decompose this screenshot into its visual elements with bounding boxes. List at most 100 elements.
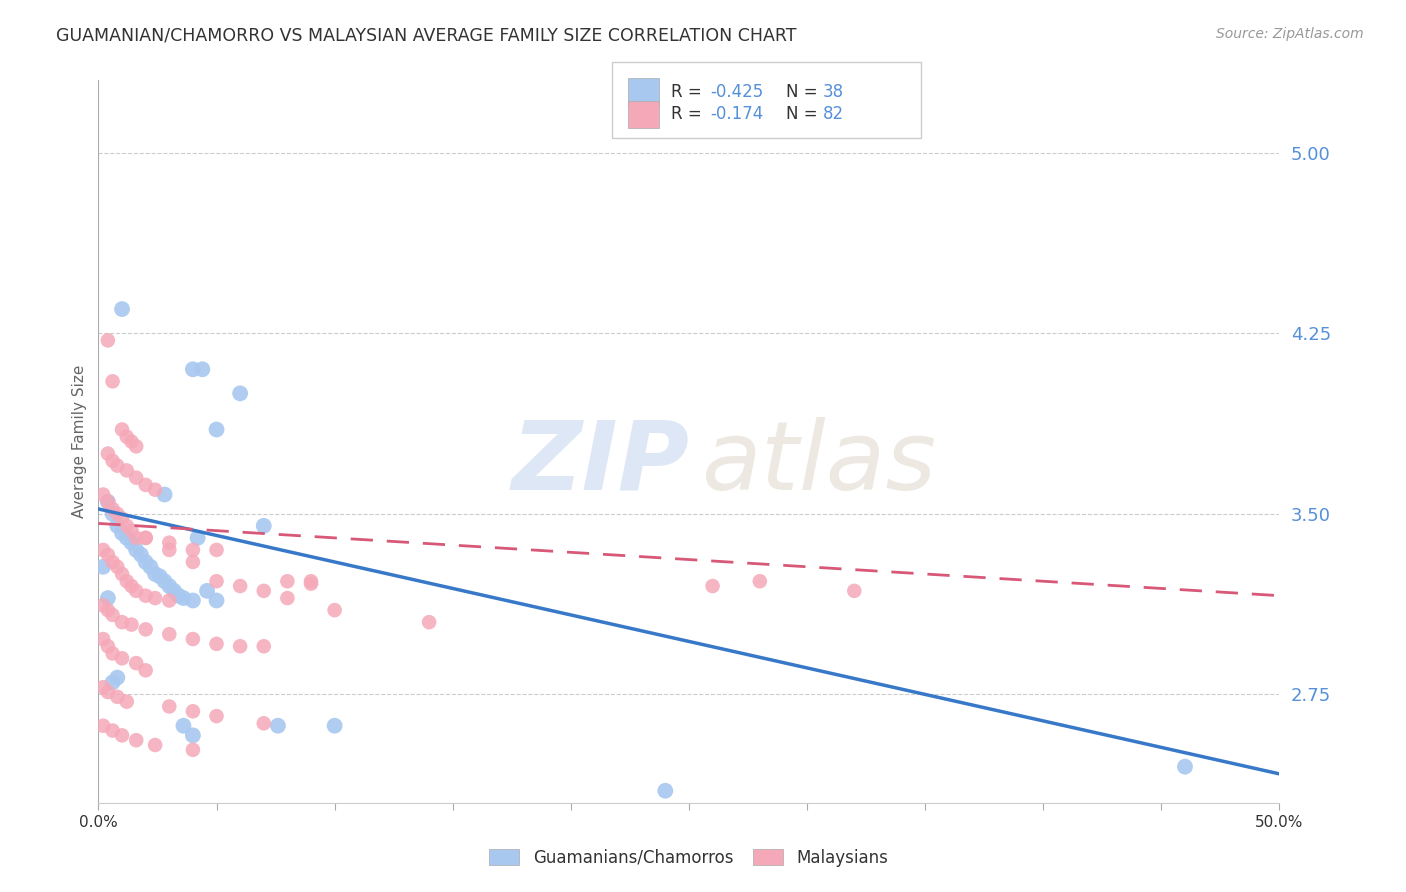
- Point: [111, 422, 134, 436]
- Point: [91, 542, 114, 557]
- Point: [844, 583, 866, 598]
- Point: [157, 627, 180, 641]
- Point: [129, 548, 152, 562]
- Point: [229, 639, 252, 653]
- Point: [105, 690, 128, 704]
- Point: [111, 728, 134, 742]
- Point: [153, 487, 176, 501]
- Point: [143, 483, 166, 497]
- Point: [299, 576, 322, 591]
- Point: [253, 518, 276, 533]
- Point: [143, 738, 166, 752]
- Point: [205, 637, 228, 651]
- Point: [115, 574, 138, 589]
- Point: [205, 709, 228, 723]
- Point: [205, 542, 228, 557]
- Point: [167, 589, 190, 603]
- Point: [205, 422, 228, 436]
- Point: [115, 430, 138, 444]
- Point: [195, 583, 218, 598]
- Point: [702, 579, 724, 593]
- Point: [115, 463, 138, 477]
- Point: [135, 663, 157, 677]
- Point: [125, 542, 148, 557]
- Point: [111, 511, 134, 525]
- Point: [121, 434, 143, 449]
- Point: [181, 593, 204, 607]
- Point: [125, 470, 148, 484]
- Point: [187, 531, 209, 545]
- Point: [111, 615, 134, 630]
- Point: [97, 603, 120, 617]
- Point: [97, 639, 120, 653]
- Point: [115, 531, 138, 545]
- Point: [111, 651, 134, 665]
- Point: [172, 719, 194, 733]
- Point: [323, 603, 346, 617]
- Y-axis label: Average Family Size: Average Family Size: [72, 365, 87, 518]
- Point: [276, 574, 298, 589]
- Point: [121, 617, 143, 632]
- Text: R =: R =: [671, 83, 707, 101]
- Point: [97, 446, 120, 460]
- Point: [91, 599, 114, 613]
- Point: [229, 386, 252, 401]
- Point: [105, 518, 128, 533]
- Point: [125, 583, 148, 598]
- Text: R =: R =: [671, 105, 707, 123]
- Text: Source: ZipAtlas.com: Source: ZipAtlas.com: [1216, 27, 1364, 41]
- Text: -0.174: -0.174: [710, 105, 763, 123]
- Point: [111, 526, 134, 541]
- Point: [125, 439, 148, 453]
- Point: [181, 542, 204, 557]
- Point: [125, 733, 148, 747]
- Point: [181, 728, 204, 742]
- Point: [105, 559, 128, 574]
- Point: [105, 671, 128, 685]
- Point: [418, 615, 440, 630]
- Point: [135, 555, 157, 569]
- Point: [121, 535, 143, 549]
- Point: [323, 719, 346, 733]
- Point: [276, 591, 298, 605]
- Point: [172, 591, 194, 605]
- Point: [181, 555, 204, 569]
- Point: [121, 579, 143, 593]
- Point: [101, 454, 124, 468]
- Point: [97, 494, 120, 508]
- Text: ZIP: ZIP: [510, 417, 689, 509]
- Point: [153, 574, 176, 589]
- Point: [111, 301, 134, 317]
- Point: [115, 695, 138, 709]
- Point: [253, 716, 276, 731]
- Text: 38: 38: [823, 83, 844, 101]
- Point: [135, 478, 157, 492]
- Point: [149, 569, 172, 583]
- Point: [205, 574, 228, 589]
- Point: [181, 743, 204, 757]
- Point: [748, 574, 770, 589]
- Point: [91, 680, 114, 694]
- Point: [191, 362, 214, 376]
- Point: [97, 548, 120, 562]
- Point: [97, 685, 120, 699]
- Point: [135, 531, 157, 545]
- Point: [91, 719, 114, 733]
- Point: [91, 559, 114, 574]
- Text: N =: N =: [786, 83, 823, 101]
- Point: [267, 719, 290, 733]
- Point: [101, 675, 124, 690]
- Point: [143, 567, 166, 582]
- Point: [135, 623, 157, 637]
- Point: [101, 647, 124, 661]
- Point: [157, 542, 180, 557]
- Point: [97, 494, 120, 508]
- Point: [135, 589, 157, 603]
- Point: [157, 535, 180, 549]
- Point: [205, 593, 228, 607]
- Point: [181, 362, 204, 376]
- Point: [101, 723, 124, 738]
- Text: -0.425: -0.425: [710, 83, 763, 101]
- Point: [143, 591, 166, 605]
- Point: [115, 518, 138, 533]
